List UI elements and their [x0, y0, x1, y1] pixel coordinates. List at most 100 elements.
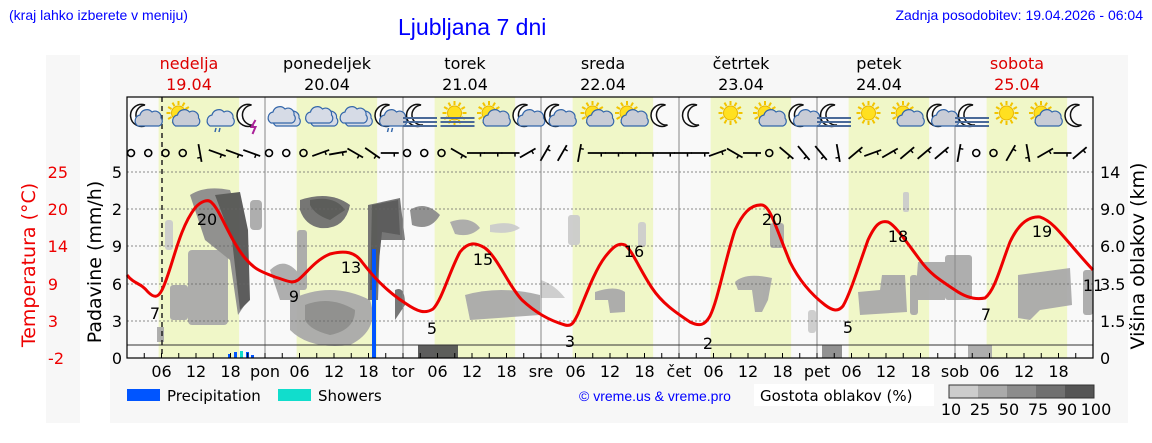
svg-text:20: 20	[48, 200, 68, 219]
wind-barb-icon	[917, 146, 932, 160]
wind-barb-icon	[328, 150, 348, 156]
sun-icon	[994, 101, 1019, 125]
calm-wind-icon	[178, 148, 188, 158]
precipitation-swatch	[127, 389, 160, 401]
calm-wind-icon	[764, 148, 774, 158]
calm-wind-icon	[419, 148, 429, 158]
svg-text:7: 7	[150, 304, 160, 323]
calm-wind-icon	[264, 148, 274, 158]
x-tick-label: 12	[876, 362, 896, 381]
x-tick-label: 12	[600, 362, 620, 381]
calm-wind-icon	[437, 148, 446, 158]
wind-barb-icon	[956, 143, 964, 163]
svg-text:19: 19	[1032, 222, 1052, 241]
last-update-timestamp: Zadnja posodobitev: 19.04.2026 - 06:04	[895, 7, 1143, 23]
x-tick-label: pet	[804, 362, 830, 381]
wind-barb-icon	[1025, 143, 1031, 163]
wind-barb-icon	[577, 143, 584, 163]
moon-cloud-icon	[512, 103, 546, 128]
density-tick: 100	[1081, 400, 1112, 419]
wind-barb-icon	[691, 152, 710, 157]
wind-barb-icon	[674, 152, 692, 157]
wind-barb-icon	[708, 149, 727, 157]
svg-text:3: 3	[48, 312, 58, 331]
calm-wind-icon	[989, 148, 998, 158]
day-date: 21.04	[442, 75, 488, 94]
region-hint: (kraj lahko izberete v meniju)	[9, 7, 188, 23]
wind-barb-icon	[556, 144, 568, 162]
wind-barb-icon	[726, 147, 743, 159]
svg-text:2: 2	[112, 200, 122, 219]
wind-barb-icon	[835, 143, 841, 163]
sun-cloud-icon	[615, 101, 649, 127]
svg-text:25: 25	[48, 163, 68, 182]
x-tick-label: 18	[220, 362, 240, 381]
svg-text:Višina oblakov (km): Višina oblakov (km)	[1127, 163, 1149, 350]
svg-text:16: 16	[624, 242, 644, 261]
calm-wind-icon	[281, 148, 291, 158]
cloud-icon	[305, 106, 339, 127]
wind-barb-icon	[881, 147, 899, 159]
wind-barb-icon	[1005, 144, 1017, 162]
wind-barb-icon	[587, 152, 606, 157]
x-tick-label: 06	[703, 362, 723, 381]
cloud-density-scale: 10 25 50 75 90 100	[941, 384, 1112, 419]
x-tick-label: 06	[427, 362, 447, 381]
x-tick-label: 12	[186, 362, 206, 381]
svg-text:6: 6	[112, 275, 122, 294]
svg-text:1.5: 1.5	[1100, 312, 1125, 331]
wind-barb-icon	[1037, 147, 1054, 159]
svg-text:6.0: 6.0	[1100, 237, 1125, 256]
cloud-drizzle-icon	[206, 109, 235, 133]
svg-text:3.5: 3.5	[1100, 275, 1125, 294]
x-tick-label: 18	[358, 362, 378, 381]
calm-wind-icon	[402, 148, 412, 158]
wind-barb-icon	[899, 146, 915, 160]
x-tick-marks	[143, 353, 1077, 358]
moon-cloud-icon	[543, 103, 577, 128]
moon-fog-icon	[403, 103, 437, 128]
svg-text:2: 2	[703, 334, 713, 353]
density-title-bg	[754, 384, 934, 406]
day-name: sobota	[990, 54, 1044, 73]
day-name: torek	[444, 54, 486, 73]
wind-barb-icon	[467, 152, 485, 157]
moon-fog-icon	[955, 103, 989, 128]
moon-icon	[1064, 103, 1082, 128]
wind-barb-icon	[450, 147, 467, 159]
day-date: 23.04	[718, 75, 764, 94]
moon-cloud-icon	[788, 103, 822, 128]
day-name: petek	[856, 54, 902, 73]
x-axis-labels: 06 12 18 pon 06 12 18 tor 06 12 18 sre 06 12 18 čet 06 12…	[151, 362, 1068, 381]
temperature-labels: 7 20 9 13 5 15 3 16 2 20 5 18 7 19 11	[150, 210, 1103, 353]
wind-barb-icon	[364, 147, 381, 159]
temp-axis-panel	[46, 55, 80, 423]
x-tick-label: 06	[841, 362, 861, 381]
moon-icon	[650, 103, 668, 128]
sun-icon	[856, 101, 881, 125]
svg-text:Showers: Showers	[318, 387, 382, 405]
density-tick: 50	[999, 400, 1019, 419]
wind-barb-icon	[501, 152, 520, 157]
x-tick-label: 18	[496, 362, 516, 381]
x-tick-label: čet	[667, 362, 692, 381]
svg-text:0: 0	[112, 349, 122, 368]
wind-barb-icon	[848, 146, 863, 160]
sun-cloud-icon	[477, 101, 511, 127]
wind-barb-icon	[622, 152, 641, 157]
calm-wind-icon	[161, 148, 170, 158]
wind-barb-icon	[539, 144, 551, 162]
cloud-icon	[339, 106, 373, 127]
x-tick-label: 06	[565, 362, 585, 381]
temperature-axis: 25 20 14 9 3 -2 Temperatura (°C)	[18, 163, 68, 368]
svg-text:0: 0	[1100, 349, 1110, 368]
wind-barb-icon	[863, 149, 882, 157]
svg-text:9: 9	[112, 237, 122, 256]
wind-barb-icon	[605, 152, 623, 157]
showers-swatch	[278, 389, 311, 401]
svg-text:9: 9	[48, 275, 58, 294]
x-tick-label: pon	[250, 362, 280, 381]
x-tick-label: 12	[738, 362, 758, 381]
temperature-line	[125, 199, 1095, 327]
